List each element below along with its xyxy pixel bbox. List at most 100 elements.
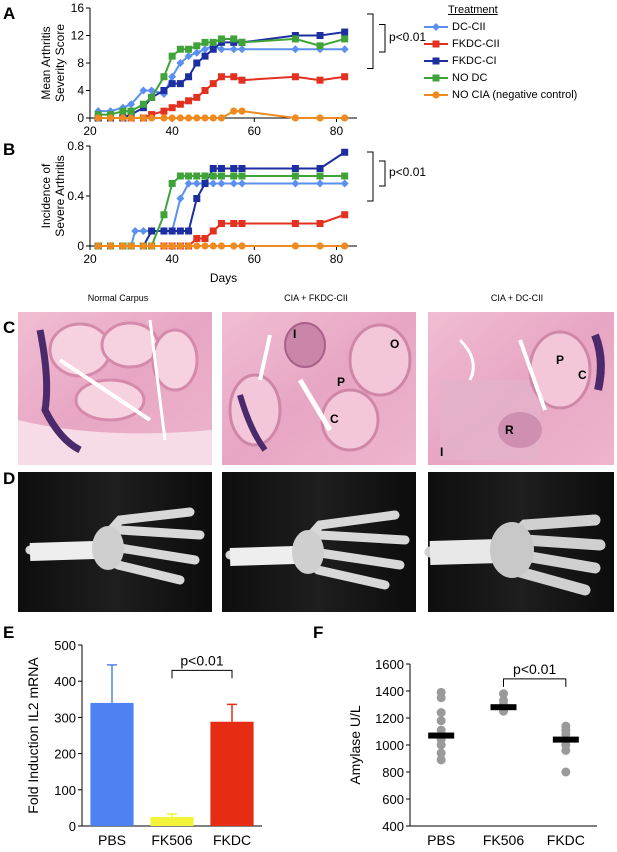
chart-b-data-point — [139, 242, 147, 250]
histology-fkdc — [222, 312, 416, 465]
panel-label-f: F — [313, 623, 324, 642]
chart-b-data-point — [209, 242, 217, 250]
chart-a-data-point — [316, 114, 324, 122]
chart-b-data-point — [193, 242, 201, 250]
chart-a-bracket — [367, 13, 374, 69]
chart-b-data-point — [201, 180, 209, 187]
chart-a-data-point — [168, 80, 176, 88]
chart-e-y-tick-label: 0 — [69, 819, 76, 834]
chart-f-data-point — [436, 748, 446, 758]
legend: DC-CII FKDC-CII FKDC-CI NO DC NO CIA (negati… — [424, 18, 577, 103]
chart-a-y-tick-label: 8 — [77, 56, 84, 70]
histology-letter: I — [293, 327, 297, 341]
chart-a-data-point — [94, 114, 102, 122]
chart-b-x-tick-label: 20 — [83, 252, 97, 266]
chart-b-data-point — [238, 165, 246, 172]
chart-a-x-tick-label: 80 — [330, 124, 344, 138]
chart-a-data-point — [238, 107, 246, 115]
legend-swatch — [424, 40, 448, 47]
chart-b-data-point — [291, 242, 299, 250]
chart-b-data-point — [230, 172, 238, 180]
chart-e-x-tick-label: FK506 — [151, 832, 192, 848]
chart-a-data-point — [139, 104, 147, 112]
chart-a-data-point — [185, 97, 193, 105]
chart-a-data-point — [341, 35, 349, 43]
chart-b-data-point — [107, 242, 115, 250]
chart-b-data-point — [291, 172, 299, 180]
chart-a-data-point — [148, 93, 156, 101]
chart-b-series-line — [98, 213, 346, 247]
histology-title-fkdc: CIA + FKDC-CII — [284, 293, 348, 303]
chart-a-y-tick-label: 16 — [71, 1, 85, 15]
chart-e-bar — [90, 702, 134, 826]
chart-b-data-point — [230, 165, 238, 172]
chart-a-data-point — [139, 86, 148, 95]
chart-a-data-point — [192, 48, 201, 57]
chart-f-data-point — [436, 755, 446, 765]
chart-e-x-tick-label: PBS — [98, 832, 126, 848]
chart-b-data-point — [217, 220, 225, 227]
chart-f-data-point — [436, 687, 446, 697]
chart-a-data-point — [176, 100, 184, 108]
chart-a-data-point — [201, 38, 209, 46]
chart-b-data-point — [316, 242, 324, 250]
chart-b-data-point — [217, 179, 226, 188]
chart-f-data-point — [499, 689, 508, 699]
chart-a-data-point — [139, 114, 147, 122]
histology-dc — [428, 312, 614, 465]
chart-b-data-point — [176, 242, 184, 250]
xray-dc — [424, 472, 614, 612]
chart-e-y-label: Fold Induction IL2 mRNA — [25, 657, 41, 814]
chart-b-data-point — [94, 242, 102, 250]
chart-f-data-point — [561, 745, 571, 755]
chart-a-p-value: p<0.01 — [389, 30, 426, 44]
chart-b-data-point — [229, 179, 238, 188]
chart-b-data-point — [316, 179, 325, 188]
chart-b-data-point — [316, 172, 324, 180]
chart-a-data-point — [291, 73, 299, 81]
chart-b-data-point — [119, 242, 127, 250]
chart-b-data-point — [160, 242, 168, 250]
chart-b-data-point — [217, 242, 226, 250]
chart-f-data-point — [561, 740, 571, 750]
chart-f-mean-bar — [552, 736, 579, 743]
chart-f-y-tick-label: 800 — [382, 765, 404, 780]
chart-b-data-point — [238, 242, 246, 250]
chart-e-y-tick-label: 100 — [54, 783, 76, 798]
chart-b-data-point — [185, 227, 193, 235]
chart-a-data-point — [230, 73, 238, 81]
chart-f-data-point — [436, 725, 446, 735]
histology-letter: C — [578, 368, 587, 382]
chart-a-data-point — [209, 45, 217, 53]
legend-swatch — [424, 57, 448, 64]
chart-b-data-point — [107, 242, 115, 250]
legend-swatch — [424, 22, 448, 31]
chart-a-data-point — [217, 73, 225, 81]
chart-a-data-point — [209, 114, 217, 122]
chart-b-data-point — [192, 179, 201, 188]
chart-f-data-point — [561, 725, 571, 735]
chart-a-data-point — [193, 59, 201, 67]
legend-item: FKDC-CII — [424, 35, 577, 52]
chart-f-data-point — [499, 700, 508, 709]
chart-b-data-point — [139, 242, 147, 250]
chart-b-data-point — [341, 148, 349, 156]
chart-a-data-point — [107, 114, 115, 122]
chart-b-y-label: Incidence ofSevere Arthritis — [39, 155, 67, 236]
chart-a-data-point — [209, 38, 217, 46]
chart-b-x-tick-label: 40 — [165, 252, 179, 266]
chart-f-y-label: Amylase U/L — [347, 705, 363, 785]
chart-f-data-point — [436, 731, 446, 741]
chart-b-data-point — [193, 235, 201, 242]
chart-b-data-point — [94, 242, 102, 250]
chart-a-data-point — [94, 111, 102, 119]
chart-b-data-point — [160, 211, 168, 219]
chart-a-data-point — [148, 111, 156, 119]
chart-a-y-tick-label: 4 — [77, 84, 84, 98]
legend-item: NO DC — [424, 69, 577, 86]
chart-f-data-point — [561, 735, 571, 745]
chart-b-data-point — [118, 242, 127, 250]
chart-a-data-point — [184, 52, 193, 61]
chart-f-data-point — [436, 740, 446, 750]
